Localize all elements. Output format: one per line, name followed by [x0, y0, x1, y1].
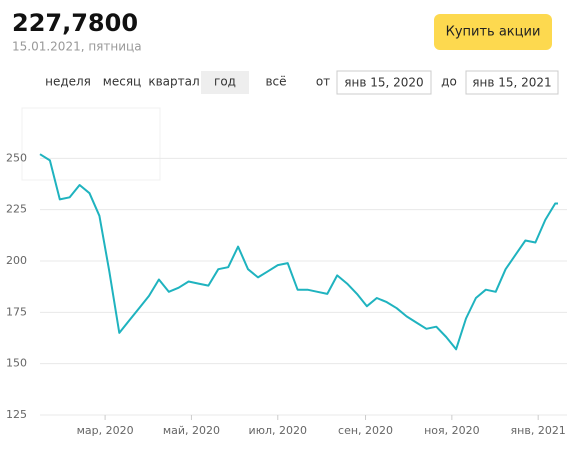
period-tab-selected-bg[interactable] — [201, 71, 249, 94]
price-line — [39, 153, 558, 351]
buy-button[interactable]: Купить акции — [434, 14, 552, 50]
period-tab[interactable]: неделя — [45, 75, 91, 89]
price: 227,7800 — [12, 9, 138, 37]
y-tick-label: 150 — [6, 357, 27, 370]
to-label: до — [441, 75, 457, 89]
y-tick-label: 250 — [6, 151, 27, 164]
y-tick-label: 200 — [6, 254, 27, 267]
y-tick-label: 175 — [6, 305, 27, 318]
period-tab[interactable]: год — [214, 75, 236, 89]
period-tabs: неделя месяц квартал год всё — [45, 71, 287, 94]
from-label: от — [316, 75, 330, 89]
price-date: 15.01.2021, пятница — [12, 40, 142, 54]
buy-button-label[interactable]: Купить акции — [446, 25, 541, 40]
x-tick-label: ноя, 2020 — [424, 424, 480, 437]
from-input-box[interactable] — [336, 70, 432, 95]
chart: 125 150 175 200 225 250 мар, 2020 май, 2020 июл,… — [6, 151, 567, 437]
to-input[interactable]: янв 15, 2021 — [472, 76, 551, 90]
x-tick-label: июл, 2020 — [249, 424, 307, 437]
to-input-box[interactable] — [465, 70, 559, 95]
y-tick-label: 125 — [6, 408, 27, 421]
x-tick-label: сен, 2020 — [338, 424, 393, 437]
x-tick-label: мар, 2020 — [77, 424, 134, 437]
from-input[interactable]: янв 15, 2020 — [344, 76, 423, 90]
x-tick-label: янв, 2021 — [511, 424, 566, 437]
period-tab[interactable]: месяц — [103, 75, 141, 89]
buy-button-bg[interactable] — [434, 14, 552, 50]
period-tab[interactable]: квартал — [148, 75, 199, 89]
x-tick-label: май, 2020 — [163, 424, 220, 437]
faded-tooltip — [21, 107, 161, 181]
period-tab[interactable]: всё — [265, 75, 286, 89]
y-tick-label: 225 — [6, 203, 27, 216]
